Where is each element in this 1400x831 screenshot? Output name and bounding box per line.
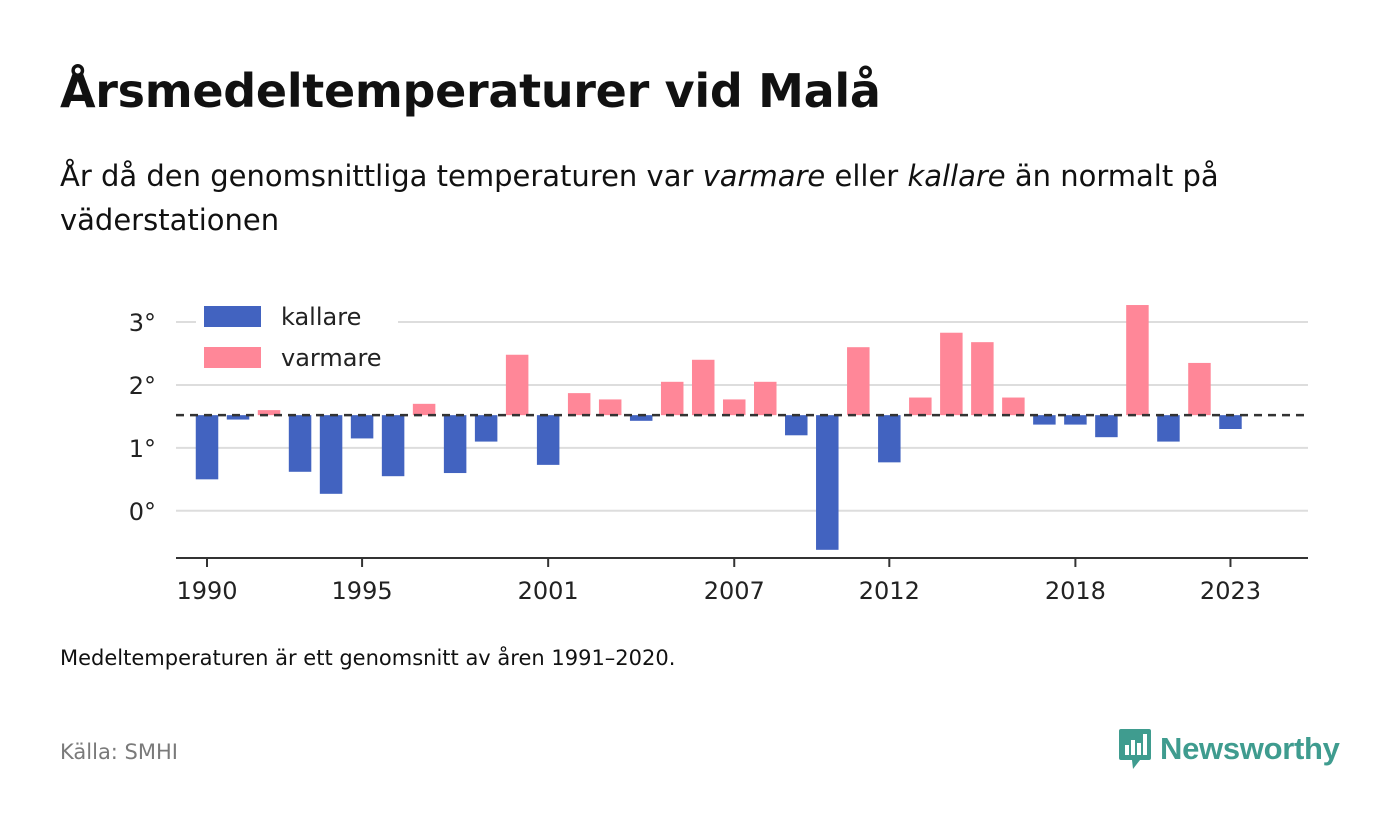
y-tick-label: 1° (129, 435, 156, 463)
bar-2006 (691, 359, 715, 416)
subtitle-text-3: än normalt på väderstationen (60, 159, 1219, 237)
newsworthy-logo: Newsworthy (1118, 727, 1340, 771)
bar-2004 (629, 415, 653, 421)
bar-2000 (505, 354, 529, 416)
x-tick-label: 1995 (332, 577, 393, 605)
x-tick-label: 2018 (1045, 577, 1106, 605)
bar-2018 (1064, 415, 1087, 425)
bar-2015 (971, 342, 994, 416)
bar-2002 (567, 393, 591, 416)
x-tick-label: 2012 (859, 577, 920, 605)
bar-2022 (1188, 362, 1211, 416)
bar-1994 (319, 415, 343, 494)
subtitle-text-2: eller (825, 159, 908, 193)
bar-1991 (226, 415, 250, 420)
bar-2010 (816, 415, 839, 550)
bar-2021 (1157, 415, 1180, 442)
subtitle-text-1: År då den genomsnittliga temperaturen va… (60, 159, 703, 193)
y-tick-label: 0° (129, 498, 156, 526)
y-tick-label: 3° (129, 309, 156, 337)
bar-1995 (350, 415, 374, 439)
bar-2011 (847, 347, 870, 416)
y-axis-ticks: 0° 1° 2° 3° (129, 309, 156, 526)
legend-swatch-kallare (204, 306, 261, 327)
bar-2003 (598, 399, 622, 416)
bar-2019 (1095, 415, 1118, 438)
x-tick-label: 2001 (518, 577, 579, 605)
footnote: Medeltemperaturen är ett genomsnitt av å… (60, 646, 676, 670)
bar-2009 (785, 415, 808, 436)
y-tick-label: 2° (129, 372, 156, 400)
x-tick-label: 2007 (704, 577, 765, 605)
bar-1992 (257, 410, 281, 416)
subtitle-warm-word: varmare (702, 159, 826, 193)
temperature-bar-chart: 0° 1° 2° 3° 1990 1995 2001 2007 2012 2018 2023 ka… (128, 297, 1308, 605)
bar-2001 (536, 415, 560, 465)
bar-2020 (1126, 305, 1149, 416)
chart-subtitle: År då den genomsnittliga temperaturen va… (60, 154, 1350, 242)
subtitle-cold-word: kallare (907, 159, 1006, 193)
bar-1996 (381, 415, 405, 477)
bar-2014 (940, 332, 963, 416)
x-tick-label: 2023 (1200, 577, 1261, 605)
bar-2007 (722, 399, 746, 416)
chart-title: Årsmedeltemperaturer vid Malå (60, 64, 881, 118)
bar-1993 (288, 415, 312, 472)
bar-1999 (474, 415, 498, 442)
legend: kallare varmare (196, 297, 398, 375)
bar-1997 (412, 403, 436, 416)
bar-2016 (1002, 397, 1025, 416)
x-tick-label: 1990 (176, 577, 237, 605)
bar-1998 (443, 415, 467, 474)
x-axis-ticks: 1990 1995 2001 2007 2012 2018 2023 (176, 558, 1261, 605)
bar-2017 (1033, 415, 1056, 425)
bar-2013 (909, 397, 932, 416)
bars (195, 305, 1242, 550)
legend-swatch-varmare (204, 347, 261, 368)
source-credit: Källa: SMHI (60, 740, 178, 764)
bar-2012 (878, 415, 901, 463)
bar-2023 (1219, 415, 1242, 429)
newsworthy-logo-icon (1119, 729, 1151, 769)
bar-2005 (660, 381, 684, 416)
legend-label-kallare: kallare (281, 303, 361, 331)
newsworthy-logo-text: Newsworthy (1160, 731, 1340, 766)
bar-2008 (754, 381, 777, 416)
legend-label-varmare: varmare (281, 344, 382, 372)
bar-1990 (195, 415, 219, 480)
